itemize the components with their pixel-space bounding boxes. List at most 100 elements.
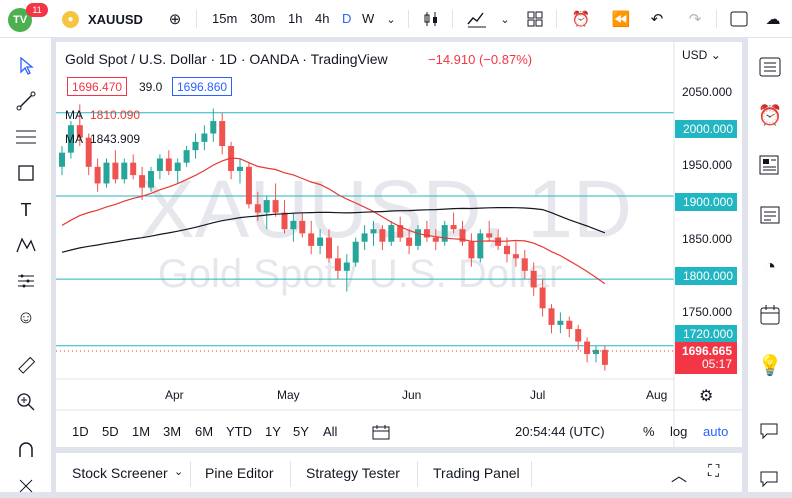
interval-15m[interactable]: 15m: [212, 11, 238, 26]
cloud-save-icon[interactable]: ☁: [765, 11, 781, 28]
maximize-panel-icon[interactable]: ⛶: [708, 463, 720, 480]
redo-icon[interactable]: ↷: [688, 11, 702, 28]
candle: [183, 146, 190, 167]
shape-rectangle-icon[interactable]: [14, 161, 38, 185]
candle-body: [575, 329, 582, 342]
date-range-calendar-icon[interactable]: [372, 424, 390, 443]
forecast-icon[interactable]: [14, 269, 38, 293]
candle-body: [59, 152, 65, 167]
currency-selector[interactable]: USD ⌄: [682, 48, 721, 62]
moving-average-line[interactable]: [61, 157, 606, 285]
buy-price-box[interactable]: 1696.860: [172, 77, 233, 96]
alerts-clock-icon[interactable]: ⏰: [757, 104, 783, 127]
ma-slow-value: 1843.909: [90, 132, 141, 146]
range-5d[interactable]: 5D: [102, 424, 119, 439]
candle-body: [308, 233, 315, 246]
range-6m[interactable]: 6M: [195, 424, 214, 439]
hotlist-icon[interactable]: ◔: [763, 255, 777, 278]
candle: [593, 345, 599, 363]
compare-add-icon[interactable]: ⊕: [168, 11, 182, 28]
range-5y[interactable]: 5Y: [293, 424, 309, 439]
log-scale-toggle[interactable]: log: [670, 424, 688, 439]
replay-icon[interactable]: ⏪: [611, 11, 631, 28]
ruler-icon[interactable]: [14, 354, 38, 378]
range-1d[interactable]: 1D: [72, 424, 89, 439]
fib-retracement-icon[interactable]: [14, 125, 38, 149]
sell-price-box[interactable]: 1696.470: [67, 77, 128, 96]
candle: [103, 158, 110, 188]
chevron-down-icon[interactable]: ⌄: [174, 466, 184, 478]
tab-trading-panel[interactable]: Trading Panel: [433, 465, 520, 481]
watchlist-icon[interactable]: [757, 54, 783, 80]
chart-legend-title[interactable]: Gold Spot / U.S. Dollar · 1D · OANDA · T…: [65, 51, 388, 67]
interval-d[interactable]: D: [342, 11, 352, 26]
interval-4h[interactable]: 4h: [315, 11, 330, 26]
candle: [148, 166, 154, 192]
tab-stock-screener[interactable]: Stock Screener: [72, 465, 168, 481]
messages-icon[interactable]: [757, 466, 783, 492]
emoji-icon[interactable]: ☺: [16, 306, 36, 327]
lock-drawings-icon[interactable]: [14, 474, 38, 498]
candle-body: [103, 162, 110, 184]
chevron-down-icon[interactable]: ⌄: [386, 13, 396, 26]
candle-body: [593, 349, 599, 355]
toolbar-divider: [408, 10, 409, 28]
chart-settings-gear-icon[interactable]: ⚙: [699, 388, 714, 405]
range-1m[interactable]: 1M: [132, 424, 151, 439]
range-1y[interactable]: 1Y: [265, 424, 281, 439]
candle: [67, 121, 74, 159]
candle-body: [263, 200, 270, 213]
candle: [388, 220, 395, 246]
symbol-search[interactable]: XAUUSD: [88, 12, 143, 27]
interval-1h[interactable]: 1h: [288, 11, 303, 26]
ma-slow-label[interactable]: MA: [65, 132, 83, 146]
candle-body: [281, 212, 288, 230]
candle-body: [148, 170, 154, 188]
percent-scale-toggle[interactable]: %: [643, 424, 655, 439]
undo-icon[interactable]: ↶: [650, 11, 664, 28]
candle-body: [406, 237, 413, 246]
candle-body: [512, 254, 519, 259]
tab-strategy-tester[interactable]: Strategy Tester: [306, 465, 400, 481]
moving-average-line[interactable]: [61, 207, 606, 253]
trend-line-icon[interactable]: [14, 89, 38, 113]
candle: [397, 216, 404, 242]
candle-body: [121, 162, 128, 180]
magnet-icon[interactable]: [14, 438, 38, 462]
range-all[interactable]: All: [323, 424, 338, 439]
candle-body: [112, 162, 119, 180]
news-icon[interactable]: [757, 152, 783, 178]
ma-fast-label[interactable]: MA: [65, 108, 83, 122]
range-3m[interactable]: 3M: [163, 424, 182, 439]
collapse-panel-icon[interactable]: ︿: [671, 468, 688, 485]
candle: [130, 154, 137, 180]
alert-clock-icon[interactable]: ⏰: [571, 11, 591, 28]
ideas-lightbulb-icon[interactable]: 💡: [757, 354, 783, 377]
layout-grid-icon[interactable]: [524, 8, 546, 30]
pattern-icon[interactable]: [14, 233, 38, 257]
cursor-icon[interactable]: [14, 54, 38, 78]
chat-icon[interactable]: [757, 418, 783, 444]
indicators-icon[interactable]: [466, 8, 488, 30]
range-ytd[interactable]: YTD: [226, 424, 252, 439]
price-chart[interactable]: XAUUSD, 1D Gold Spot / U.S. Dollar: [56, 42, 742, 447]
calendar-icon[interactable]: [757, 302, 783, 328]
text-tool-icon[interactable]: T: [20, 199, 32, 220]
chevron-down-icon[interactable]: ⌄: [500, 13, 510, 26]
interval-w[interactable]: W: [362, 11, 375, 26]
top-toolbar: TV 11 ● XAUUSD ⊕ 15m 30m 1h 4h D W ⌄ ⌄ ⏰…: [0, 0, 792, 38]
candle-chart-type-icon[interactable]: [420, 8, 442, 30]
zoom-in-icon[interactable]: [14, 390, 38, 414]
utc-clock[interactable]: 20:54:44 (UTC): [515, 424, 605, 439]
calendar-list-icon[interactable]: [757, 202, 783, 228]
gold-coin-icon: ●: [62, 11, 79, 28]
fullscreen-icon[interactable]: [728, 8, 750, 30]
candle: [156, 154, 163, 180]
tab-pine-editor[interactable]: Pine Editor: [205, 465, 274, 481]
interval-30m[interactable]: 30m: [250, 11, 276, 26]
candle-body: [584, 341, 591, 355]
auto-scale-toggle[interactable]: auto: [703, 424, 729, 439]
candle: [512, 241, 519, 267]
candle-body: [245, 166, 252, 205]
chart-pane[interactable]: XAUUSD, 1D Gold Spot / U.S. Dollar: [56, 42, 742, 447]
